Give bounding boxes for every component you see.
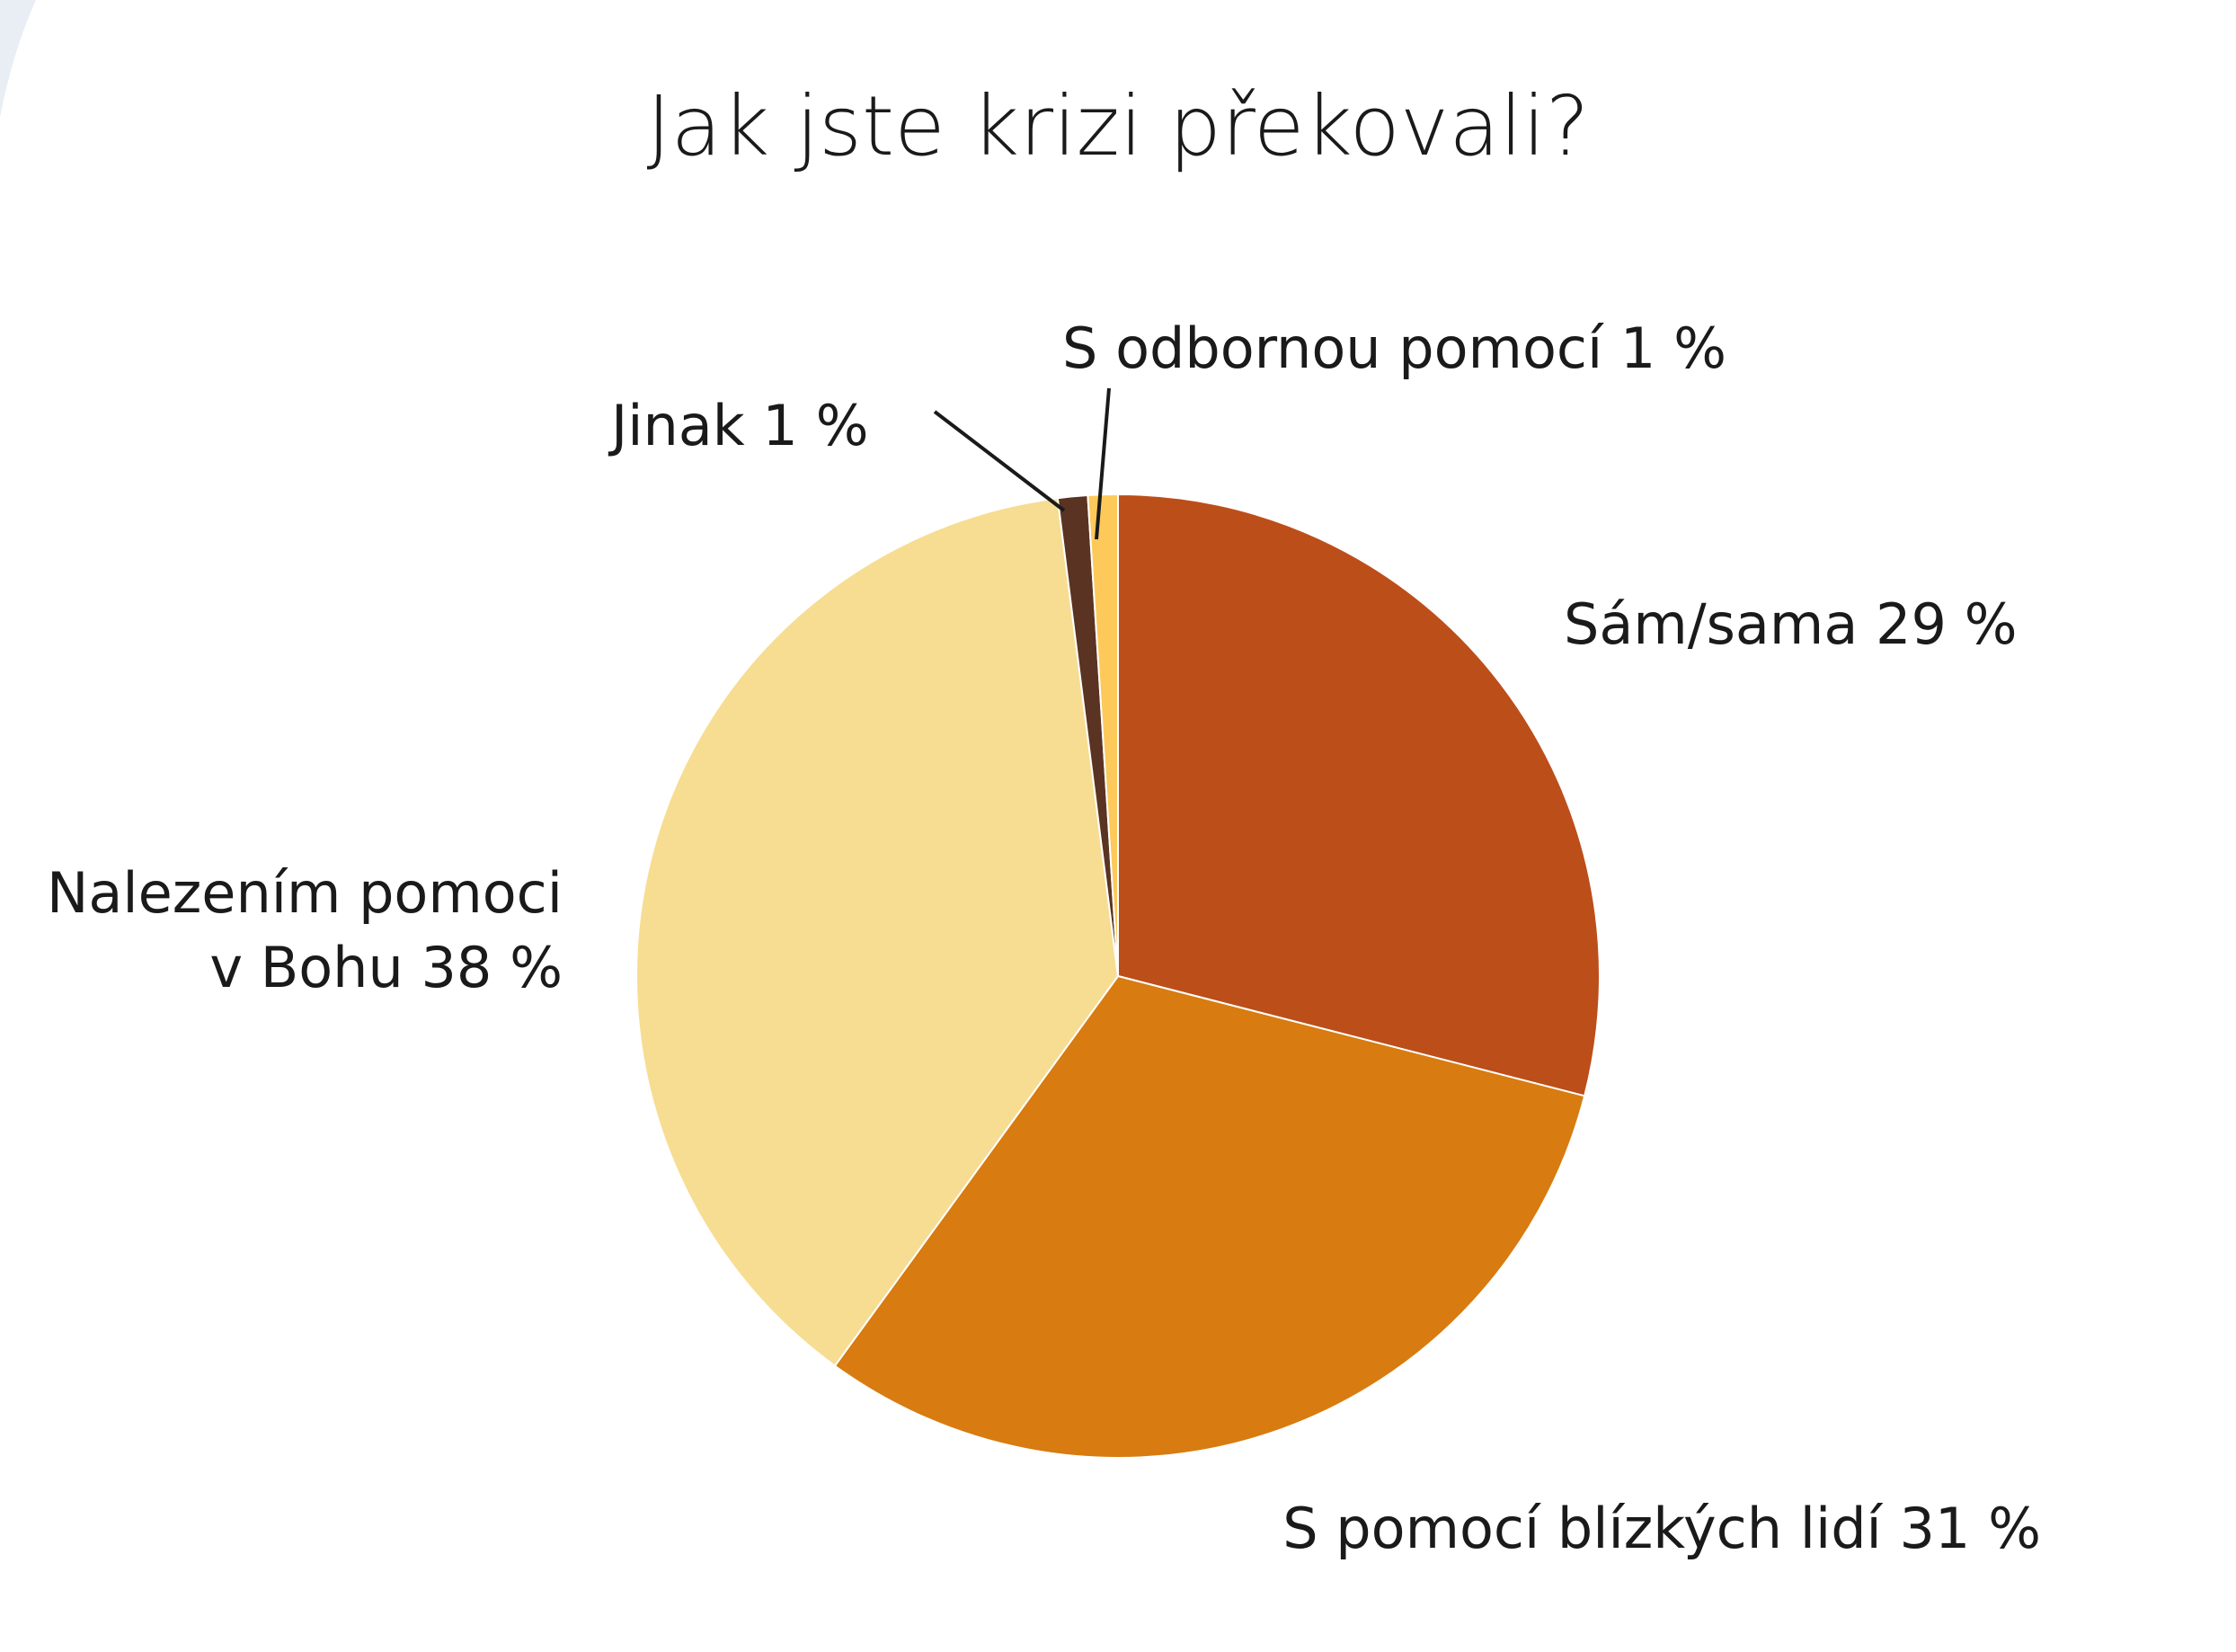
corner-decoration-arc <box>0 0 36 117</box>
pie-slices <box>635 493 1601 1459</box>
label-bohu-line-1: Nalezením pomoci <box>47 860 563 926</box>
slice-odborna-pomoc <box>1087 493 1119 977</box>
leader-line-odborna <box>1095 387 1111 540</box>
label-blizkych-lidi: S pomocí blízkých lidí 31 % <box>1282 1496 2041 1561</box>
slice-bohu <box>635 497 1120 1368</box>
label-sam-sama: Sám/sama 29 % <box>1564 591 2018 657</box>
slice-sam-sama <box>1117 493 1601 1097</box>
label-bohu-line-2: v Bohu 38 % <box>209 935 563 1000</box>
slice-blizkych-lidi <box>833 974 1586 1459</box>
label-odborna-pomoc: S odbornou pomocí 1 % <box>1062 315 1726 381</box>
leader-line-jinak <box>933 410 1066 512</box>
chart-title: Jak jste krizi překovali? <box>646 78 1589 174</box>
label-jinak: Jinak 1 % <box>608 393 868 458</box>
